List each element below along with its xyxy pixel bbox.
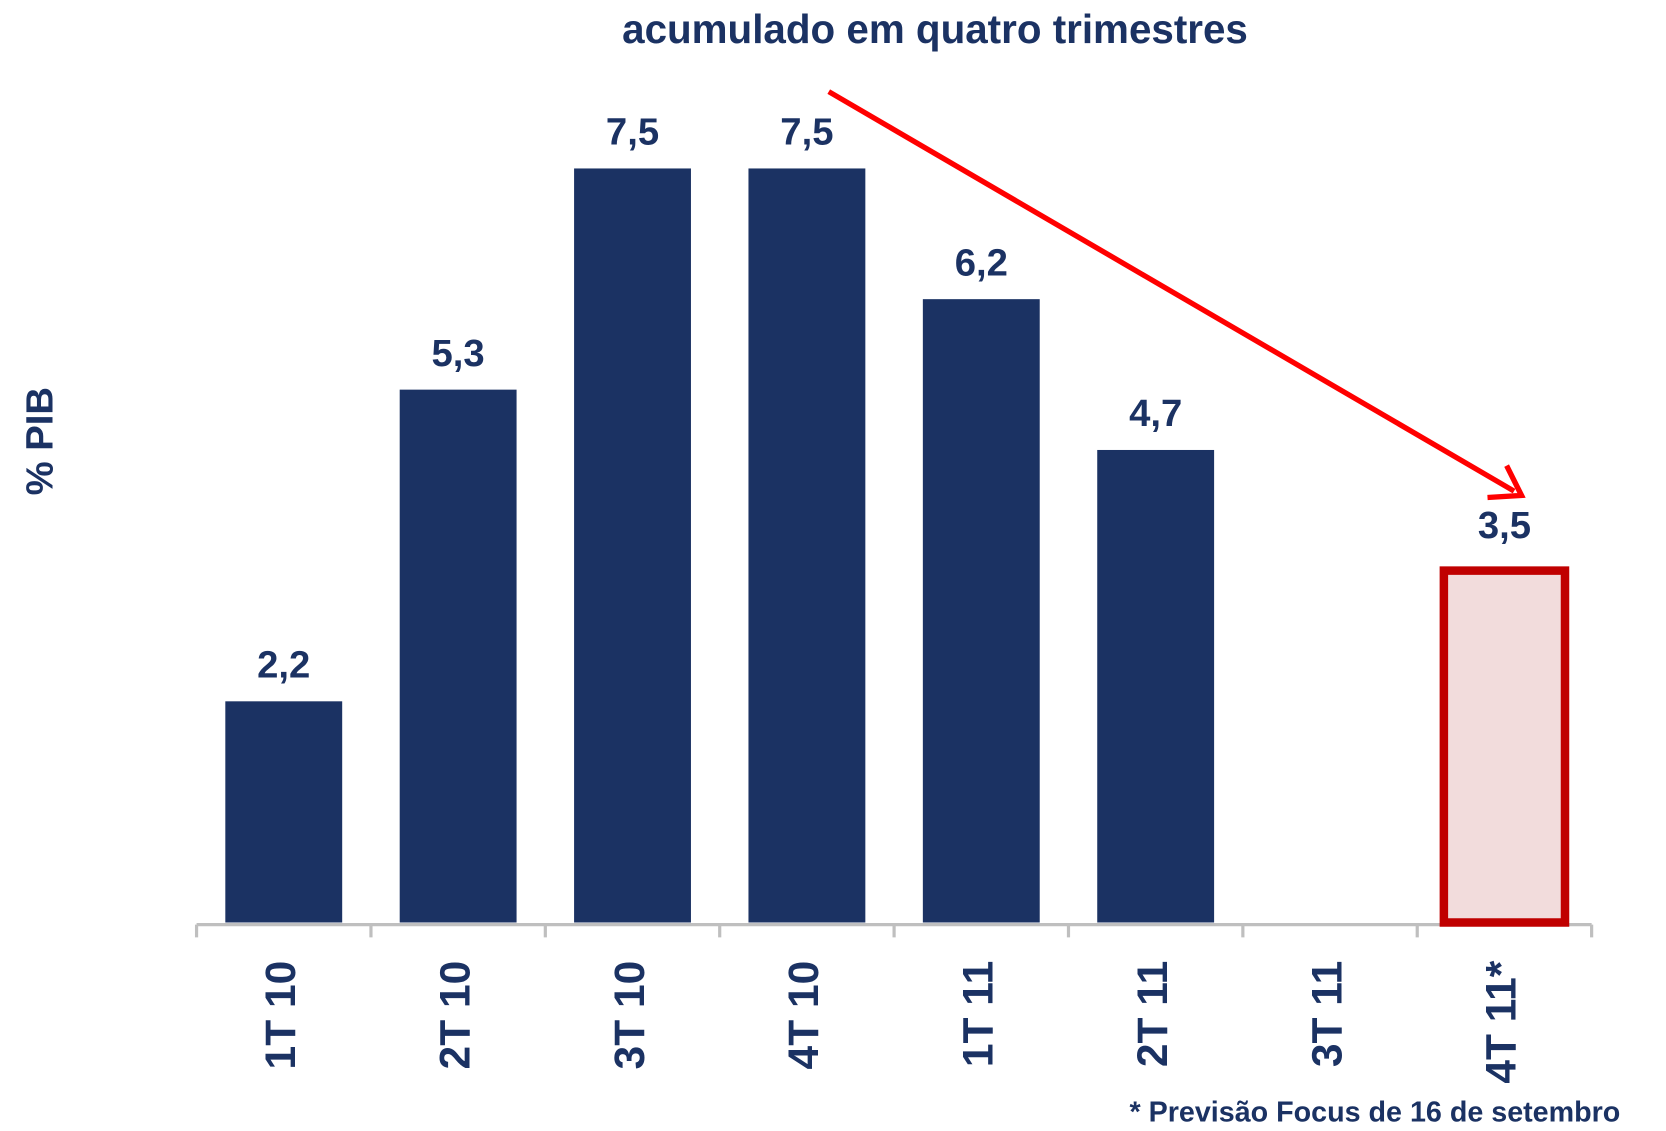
bar: [225, 701, 343, 923]
x-tick-label: 3T 11: [1304, 961, 1351, 1067]
bar: [1439, 566, 1570, 927]
value-label: 4,7: [1129, 392, 1182, 435]
chart-title: acumulado em quatro trimestres: [622, 6, 1248, 52]
bar: [1097, 449, 1215, 923]
x-tick-label: 4T 10: [781, 961, 828, 1070]
footnote: * Previsão Focus de 16 de setembro: [1130, 1096, 1621, 1128]
value-label: 2,2: [257, 643, 310, 686]
y-axis-label: % PIB: [19, 387, 62, 495]
x-tick-label: 1T 11: [956, 961, 1003, 1067]
bar: [748, 168, 866, 923]
value-label: 3,5: [1478, 504, 1531, 547]
bar: [399, 389, 517, 923]
arrow-line: [827, 89, 1516, 494]
bar: [922, 299, 1040, 923]
trend-arrow: [827, 89, 1526, 501]
arrow-head: [1487, 464, 1526, 501]
value-label: 7,5: [606, 111, 659, 154]
x-tick-label: 2T 11: [1130, 961, 1177, 1067]
bar: [574, 168, 691, 923]
x-tick-label: 3T 10: [607, 961, 654, 1070]
value-label: 6,2: [955, 241, 1008, 284]
value-label: 5,3: [432, 332, 485, 375]
value-label: 7,5: [780, 111, 833, 154]
x-tick-label: 4T 11*: [1479, 960, 1526, 1083]
x-tick-label: 1T 10: [258, 961, 305, 1070]
x-tick-label: 2T 10: [432, 961, 479, 1070]
